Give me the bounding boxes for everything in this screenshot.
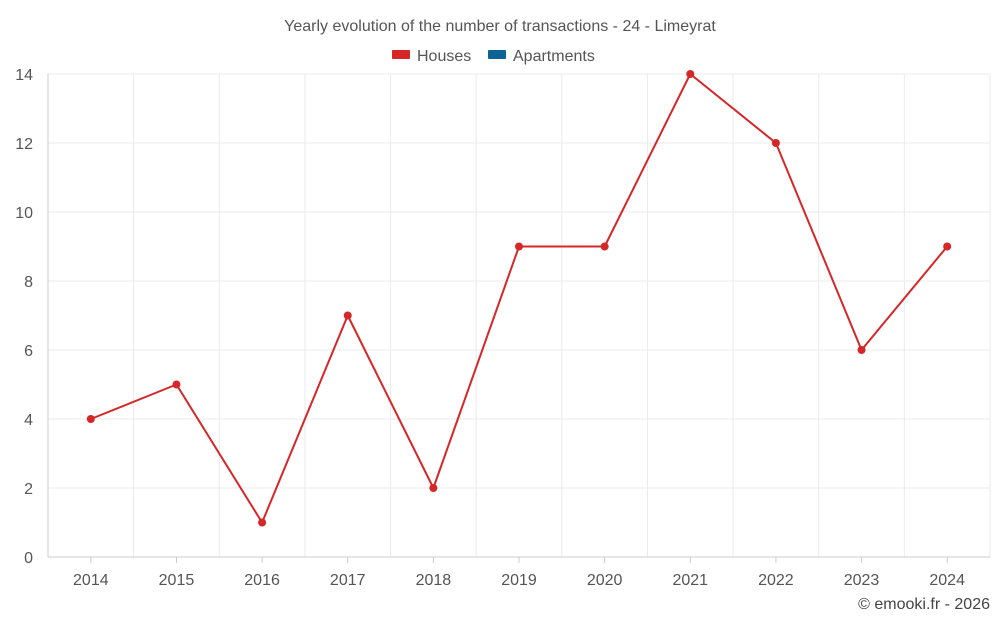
y-tick-label: 12 [15,136,33,153]
data-point-houses[interactable] [172,380,181,389]
x-tick-label: 2020 [587,572,623,589]
y-tick-labels: 0 2 4 6 8 10 12 14 [15,67,33,567]
y-tick-label: 0 [24,550,33,567]
data-point-houses[interactable] [86,415,95,423]
legend-item-apartments[interactable]: Apartments [488,48,595,65]
x-tick-label: 2022 [758,572,794,589]
x-tick-label: 2024 [929,572,965,589]
data-point-houses[interactable] [515,242,523,251]
y-tick-label: 10 [15,205,33,222]
legend-swatch-apartments [488,50,506,59]
y-tick-label: 2 [24,481,33,498]
gridlines [47,73,991,557]
axes [47,74,990,563]
legend-item-houses[interactable]: Houses [392,48,471,65]
x-tick-label: 2016 [244,572,280,589]
x-tick-label: 2023 [844,572,880,589]
x-tick-labels: 2014 2015 2016 2017 2018 2019 2020 2021 2022 2023… [73,572,965,589]
data-point-houses[interactable] [343,311,352,320]
x-tick-label: 2014 [73,572,109,589]
series-houses [86,70,952,527]
legend-swatch-houses [392,50,410,59]
y-tick-label: 8 [24,274,33,291]
x-tick-label: 2019 [501,572,537,589]
y-tick-label: 4 [24,412,33,429]
data-point-houses[interactable] [857,346,866,354]
legend-label-apartments: Apartments [513,48,595,65]
data-point-houses[interactable] [429,484,438,492]
data-point-houses[interactable] [771,139,780,147]
x-tick-label: 2015 [159,572,195,589]
x-tick-label: 2018 [416,572,452,589]
data-point-houses[interactable] [600,242,609,251]
legend-label-houses: Houses [417,48,471,65]
legend: Houses Apartments [392,48,595,65]
x-tick-label: 2017 [330,572,366,589]
data-point-houses[interactable] [686,70,695,78]
x-tick-label: 2021 [672,572,708,589]
y-tick-label: 6 [24,343,33,360]
credit-text: © emooki.fr - 2026 [858,596,990,613]
chart-title: Yearly evolution of the number of transa… [284,18,716,35]
data-point-houses[interactable] [258,518,267,527]
y-tick-label: 14 [15,67,33,84]
data-point-houses[interactable] [943,242,952,251]
